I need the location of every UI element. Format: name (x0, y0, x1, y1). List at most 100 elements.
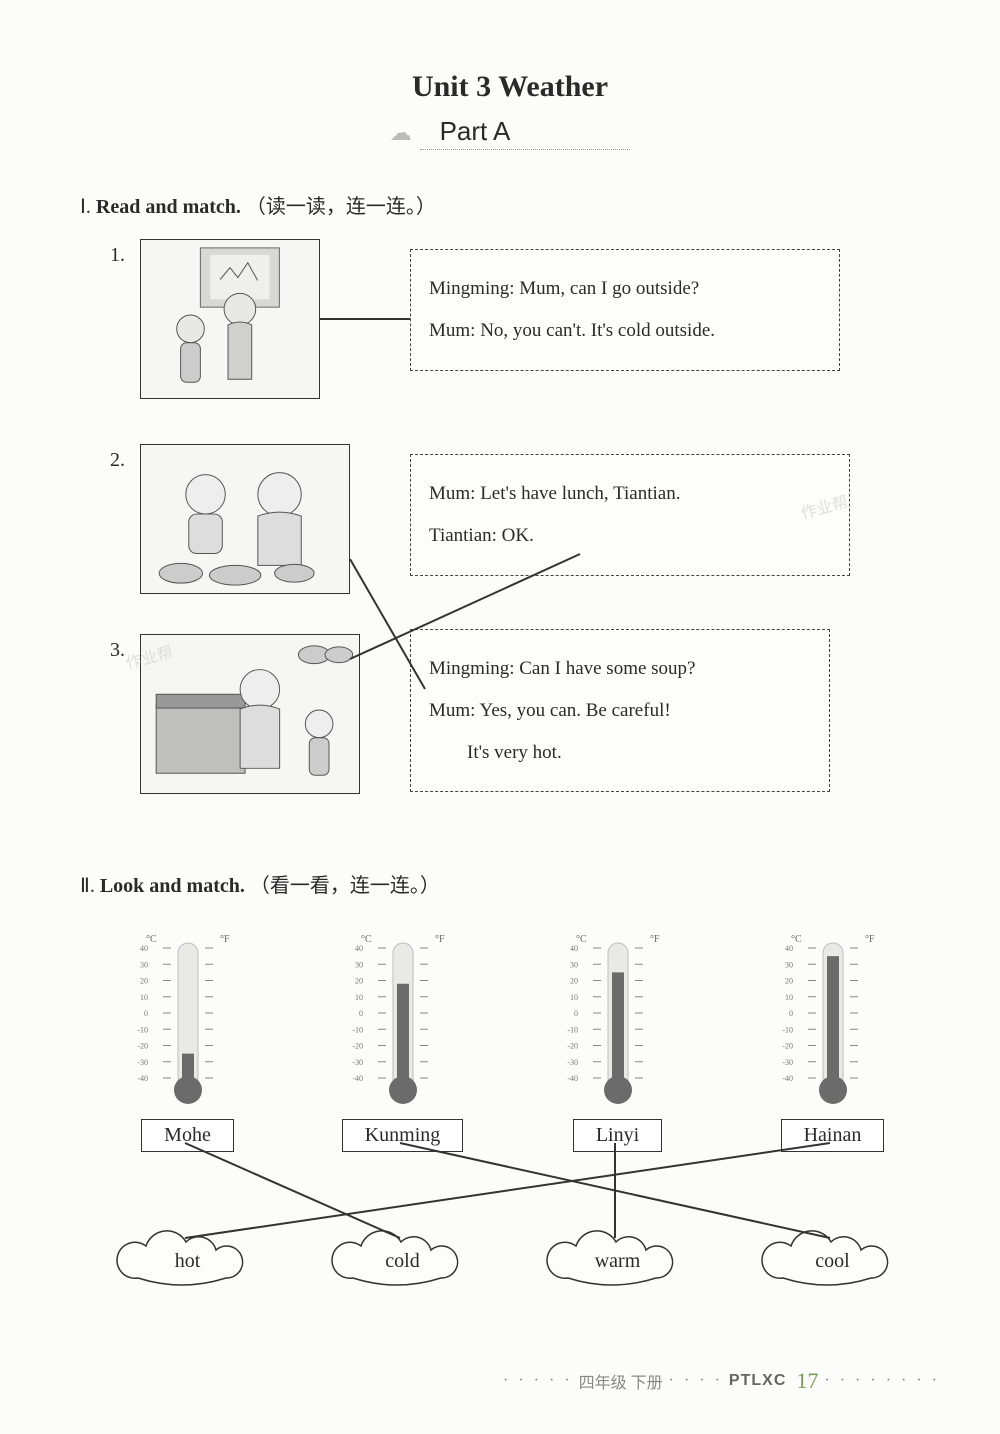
svg-text:20: 20 (140, 977, 148, 986)
scene-cold-icon (141, 240, 319, 398)
dialog-line: Mum: Yes, you can. Be careful! (429, 690, 811, 732)
word-cloud: hot (98, 1228, 278, 1303)
svg-text:-10: -10 (567, 1025, 578, 1034)
dialog-line: Mum: No, you can't. It's cold outside. (429, 310, 821, 352)
dialog-line: Tiantian: OK. (429, 515, 831, 557)
footer-code: PTLXC (729, 1372, 786, 1390)
dots-icon: · · · · · (503, 1372, 573, 1390)
svg-text:40: 40 (570, 944, 578, 953)
word-label: cold (313, 1250, 493, 1273)
svg-text:10: 10 (140, 993, 148, 1002)
svg-text:10: 10 (355, 993, 363, 1002)
part-label: Part A (420, 116, 631, 150)
item1-dialog: Mingming: Mum, can I go outside? Mum: No… (410, 249, 840, 371)
page-number: 17 (796, 1368, 818, 1394)
svg-text:-20: -20 (567, 1042, 578, 1051)
svg-text:-40: -40 (567, 1074, 578, 1083)
svg-text:0: 0 (144, 1009, 148, 1018)
city-label: Kunming (342, 1119, 464, 1152)
svg-text:20: 20 (570, 977, 578, 986)
svg-text:-10: -10 (782, 1025, 793, 1034)
svg-text:°F: °F (220, 934, 230, 945)
footer-grade: 四年级 下册 (579, 1369, 663, 1393)
svg-text:-20: -20 (782, 1042, 793, 1051)
thermometer-icon: °C °F -40-30-20-10010203040 (538, 928, 698, 1108)
cloud-row: hot cold warm cool (80, 1228, 940, 1303)
thermometer-row: °C °F -40-30-20-10010203040 Mohe °C °F -… (80, 928, 940, 1152)
svg-text:-20: -20 (352, 1042, 363, 1051)
dialog-line: Mingming: Mum, can I go outside? (429, 268, 821, 310)
city-label: Linyi (573, 1119, 662, 1152)
thermometer: °C °F -40-30-20-10010203040 Kunming (313, 928, 493, 1152)
dialog-line: Mum: Let's have lunch, Tiantian. (429, 473, 831, 515)
dialog-line: Mingming: Can I have some soup? (429, 648, 811, 690)
svg-text:30: 30 (570, 960, 578, 969)
section1-body: 1. Mingming: Mum, can I go outside? Mum:… (80, 239, 940, 849)
word-cloud: cool (743, 1228, 923, 1303)
svg-text:-30: -30 (352, 1058, 363, 1067)
section1-title: Read and match. (96, 196, 241, 218)
section2-body: °C °F -40-30-20-10010203040 Mohe °C °F -… (80, 918, 940, 1338)
svg-text:40: 40 (140, 944, 148, 953)
word-cloud: cold (313, 1228, 493, 1303)
section2-heading: Ⅱ. Look and match. （看一看，连一连。） (80, 869, 940, 898)
svg-text:30: 30 (785, 960, 793, 969)
svg-text:0: 0 (789, 1009, 793, 1018)
page-header: Unit 3 Weather ☁ Part A (80, 70, 940, 150)
city-label: Mohe (141, 1119, 234, 1152)
section2-title: Look and match. (100, 875, 245, 897)
part-row: ☁ Part A (80, 116, 940, 150)
svg-text:-20: -20 (137, 1042, 148, 1051)
cloud-icon: ☁ (390, 120, 412, 146)
svg-text:10: 10 (570, 993, 578, 1002)
scene-lunch-icon (141, 445, 349, 593)
svg-text:°F: °F (865, 934, 875, 945)
item3-dialog: Mingming: Can I have some soup? Mum: Yes… (410, 629, 830, 792)
thermometer: °C °F -40-30-20-10010203040 Hainan (743, 928, 923, 1152)
thermometer-icon: °C °F -40-30-20-10010203040 (108, 928, 268, 1108)
svg-text:0: 0 (359, 1009, 363, 1018)
section1-heading: Ⅰ. Read and match. （读一读，连一连。） (80, 190, 940, 219)
thermometer: °C °F -40-30-20-10010203040 Mohe (98, 928, 278, 1152)
section2-roman: Ⅱ. (80, 875, 95, 897)
city-label: Hainan (781, 1119, 885, 1152)
section1-cn: （读一读，连一连。） (246, 196, 436, 218)
item2-dialog: Mum: Let's have lunch, Tiantian. Tiantia… (410, 454, 850, 576)
dialog-line: It's very hot. (429, 732, 811, 774)
svg-text:0: 0 (574, 1009, 578, 1018)
svg-text:40: 40 (355, 944, 363, 953)
svg-text:-30: -30 (137, 1058, 148, 1067)
word-label: cool (743, 1250, 923, 1273)
word-cloud: warm (528, 1228, 708, 1303)
svg-text:°F: °F (435, 934, 445, 945)
svg-text:30: 30 (355, 960, 363, 969)
svg-text:20: 20 (355, 977, 363, 986)
svg-text:-40: -40 (352, 1074, 363, 1083)
item2-picture (140, 444, 350, 594)
thermometer-icon: °C °F -40-30-20-10010203040 (323, 928, 483, 1108)
svg-text:-30: -30 (782, 1058, 793, 1067)
svg-text:-10: -10 (352, 1025, 363, 1034)
svg-text:-10: -10 (137, 1025, 148, 1034)
dots-icon: · · · · (669, 1372, 723, 1390)
section2-cn: （看一看，连一连。） (250, 875, 440, 897)
dots-icon: · · · · · · · · (824, 1372, 940, 1390)
item1-picture (140, 239, 320, 399)
word-label: hot (98, 1250, 278, 1273)
svg-text:°F: °F (650, 934, 660, 945)
svg-text:-40: -40 (137, 1074, 148, 1083)
thermometer-icon: °C °F -40-30-20-10010203040 (753, 928, 913, 1108)
svg-text:10: 10 (785, 993, 793, 1002)
item1-num: 1. (110, 244, 125, 267)
svg-text:20: 20 (785, 977, 793, 986)
page-footer: · · · · · 四年级 下册 · · · · PTLXC 17 · · · … (503, 1368, 940, 1394)
svg-text:-40: -40 (782, 1074, 793, 1083)
svg-text:30: 30 (140, 960, 148, 969)
unit-title: Unit 3 Weather (80, 70, 940, 104)
svg-text:40: 40 (785, 944, 793, 953)
word-label: warm (528, 1250, 708, 1273)
section1-roman: Ⅰ. (80, 196, 91, 218)
svg-text:-30: -30 (567, 1058, 578, 1067)
thermometer: °C °F -40-30-20-10010203040 Linyi (528, 928, 708, 1152)
item2-num: 2. (110, 449, 125, 472)
